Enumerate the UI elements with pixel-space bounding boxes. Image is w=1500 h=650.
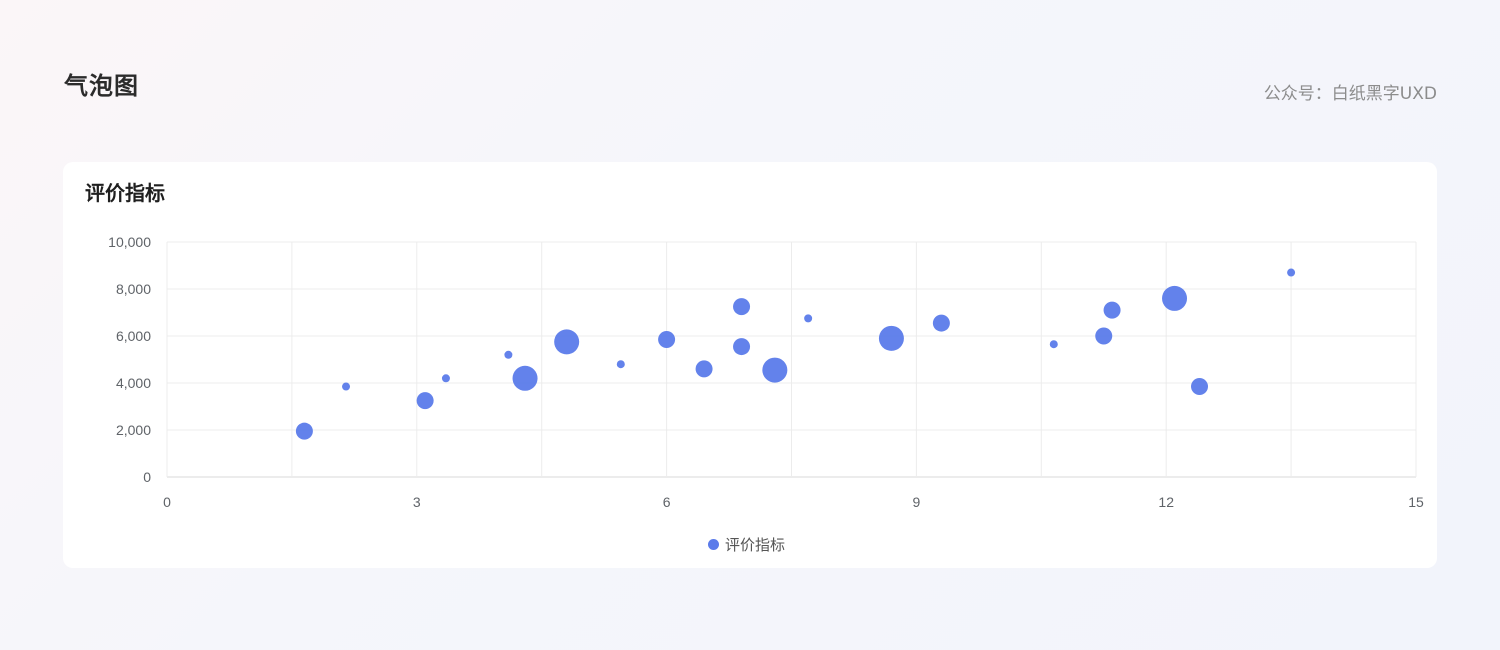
legend-label: 评价指标 [725,536,786,554]
x-tick-label: 6 [663,494,671,510]
bubble-point[interactable] [878,325,904,351]
y-tick-label: 4,000 [116,375,151,391]
x-tick-label: 3 [413,494,421,510]
y-tick-label: 2,000 [116,422,151,438]
chart-card: 评价指标 0 2,000 4,000 6,000 8,000 10,000 0 3 6 9 12 15… [63,162,1437,568]
attribution-text: 公众号：白纸黑字UXD [1263,84,1437,104]
bubble-point[interactable] [1162,285,1188,311]
bubble-point[interactable] [733,338,751,356]
x-tick-label: 15 [1408,494,1424,510]
bubble-point[interactable] [554,329,580,355]
bubble-point[interactable] [342,382,351,391]
bubble-point[interactable] [616,360,625,369]
page-title: 气泡图 [64,72,139,100]
x-tick-label: 12 [1158,494,1174,510]
bubble-point[interactable] [512,365,538,391]
bubble-point[interactable] [762,357,788,383]
chart-legend[interactable]: 评价指标 [708,534,785,555]
legend-marker-icon [708,539,719,550]
bubble-point[interactable] [1191,378,1209,396]
bubble-point[interactable] [695,360,713,378]
bubble-point[interactable] [804,314,813,323]
bubble-point[interactable] [504,350,513,359]
bubble-point[interactable] [1095,327,1113,345]
chart-title: 评价指标 [85,181,165,205]
x-tick-label: 0 [163,494,171,510]
bubble-chart: 0 2,000 4,000 6,000 8,000 10,000 0 3 6 9 12 15 [108,234,1424,510]
y-tick-label: 6,000 [116,328,151,344]
bubble-point[interactable] [658,331,676,349]
bubble-point[interactable] [932,314,950,332]
bubble-point[interactable] [295,422,313,440]
bubble-point[interactable] [416,392,434,410]
y-tick-label: 10,000 [108,234,151,250]
bubble-point[interactable] [1049,340,1058,349]
bubble-point[interactable] [1103,301,1121,319]
y-tick-label: 0 [143,469,151,485]
bubble-point[interactable] [441,374,450,383]
bubble-point[interactable] [733,298,751,316]
bubble-point[interactable] [1287,268,1296,277]
y-tick-label: 8,000 [116,281,151,297]
x-tick-label: 9 [913,494,921,510]
